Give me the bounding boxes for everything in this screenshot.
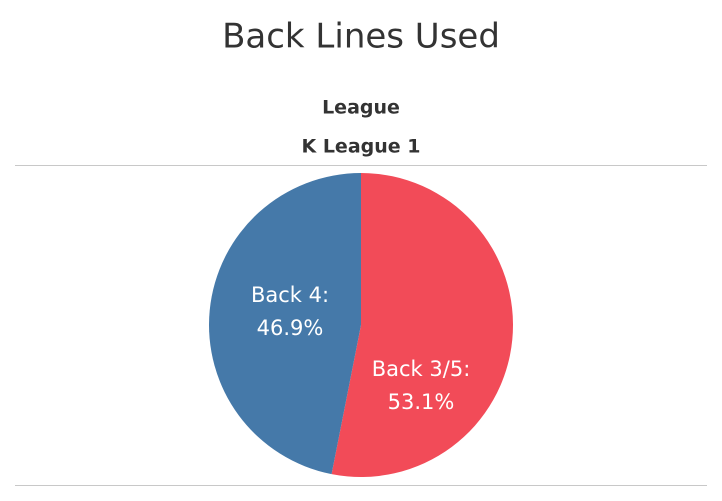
chart-title: Back Lines Used — [222, 17, 500, 57]
slice-value-label: 46.9% — [257, 316, 324, 340]
header-title: League — [322, 97, 400, 119]
header-value: K League 1 — [301, 136, 420, 158]
pie-slice — [209, 173, 361, 475]
slice-label: Back 3/5: — [372, 357, 471, 381]
pie-slice — [331, 173, 513, 477]
slice-label: Back 4: — [251, 283, 329, 307]
slice-value-label: 53.1% — [388, 390, 455, 414]
